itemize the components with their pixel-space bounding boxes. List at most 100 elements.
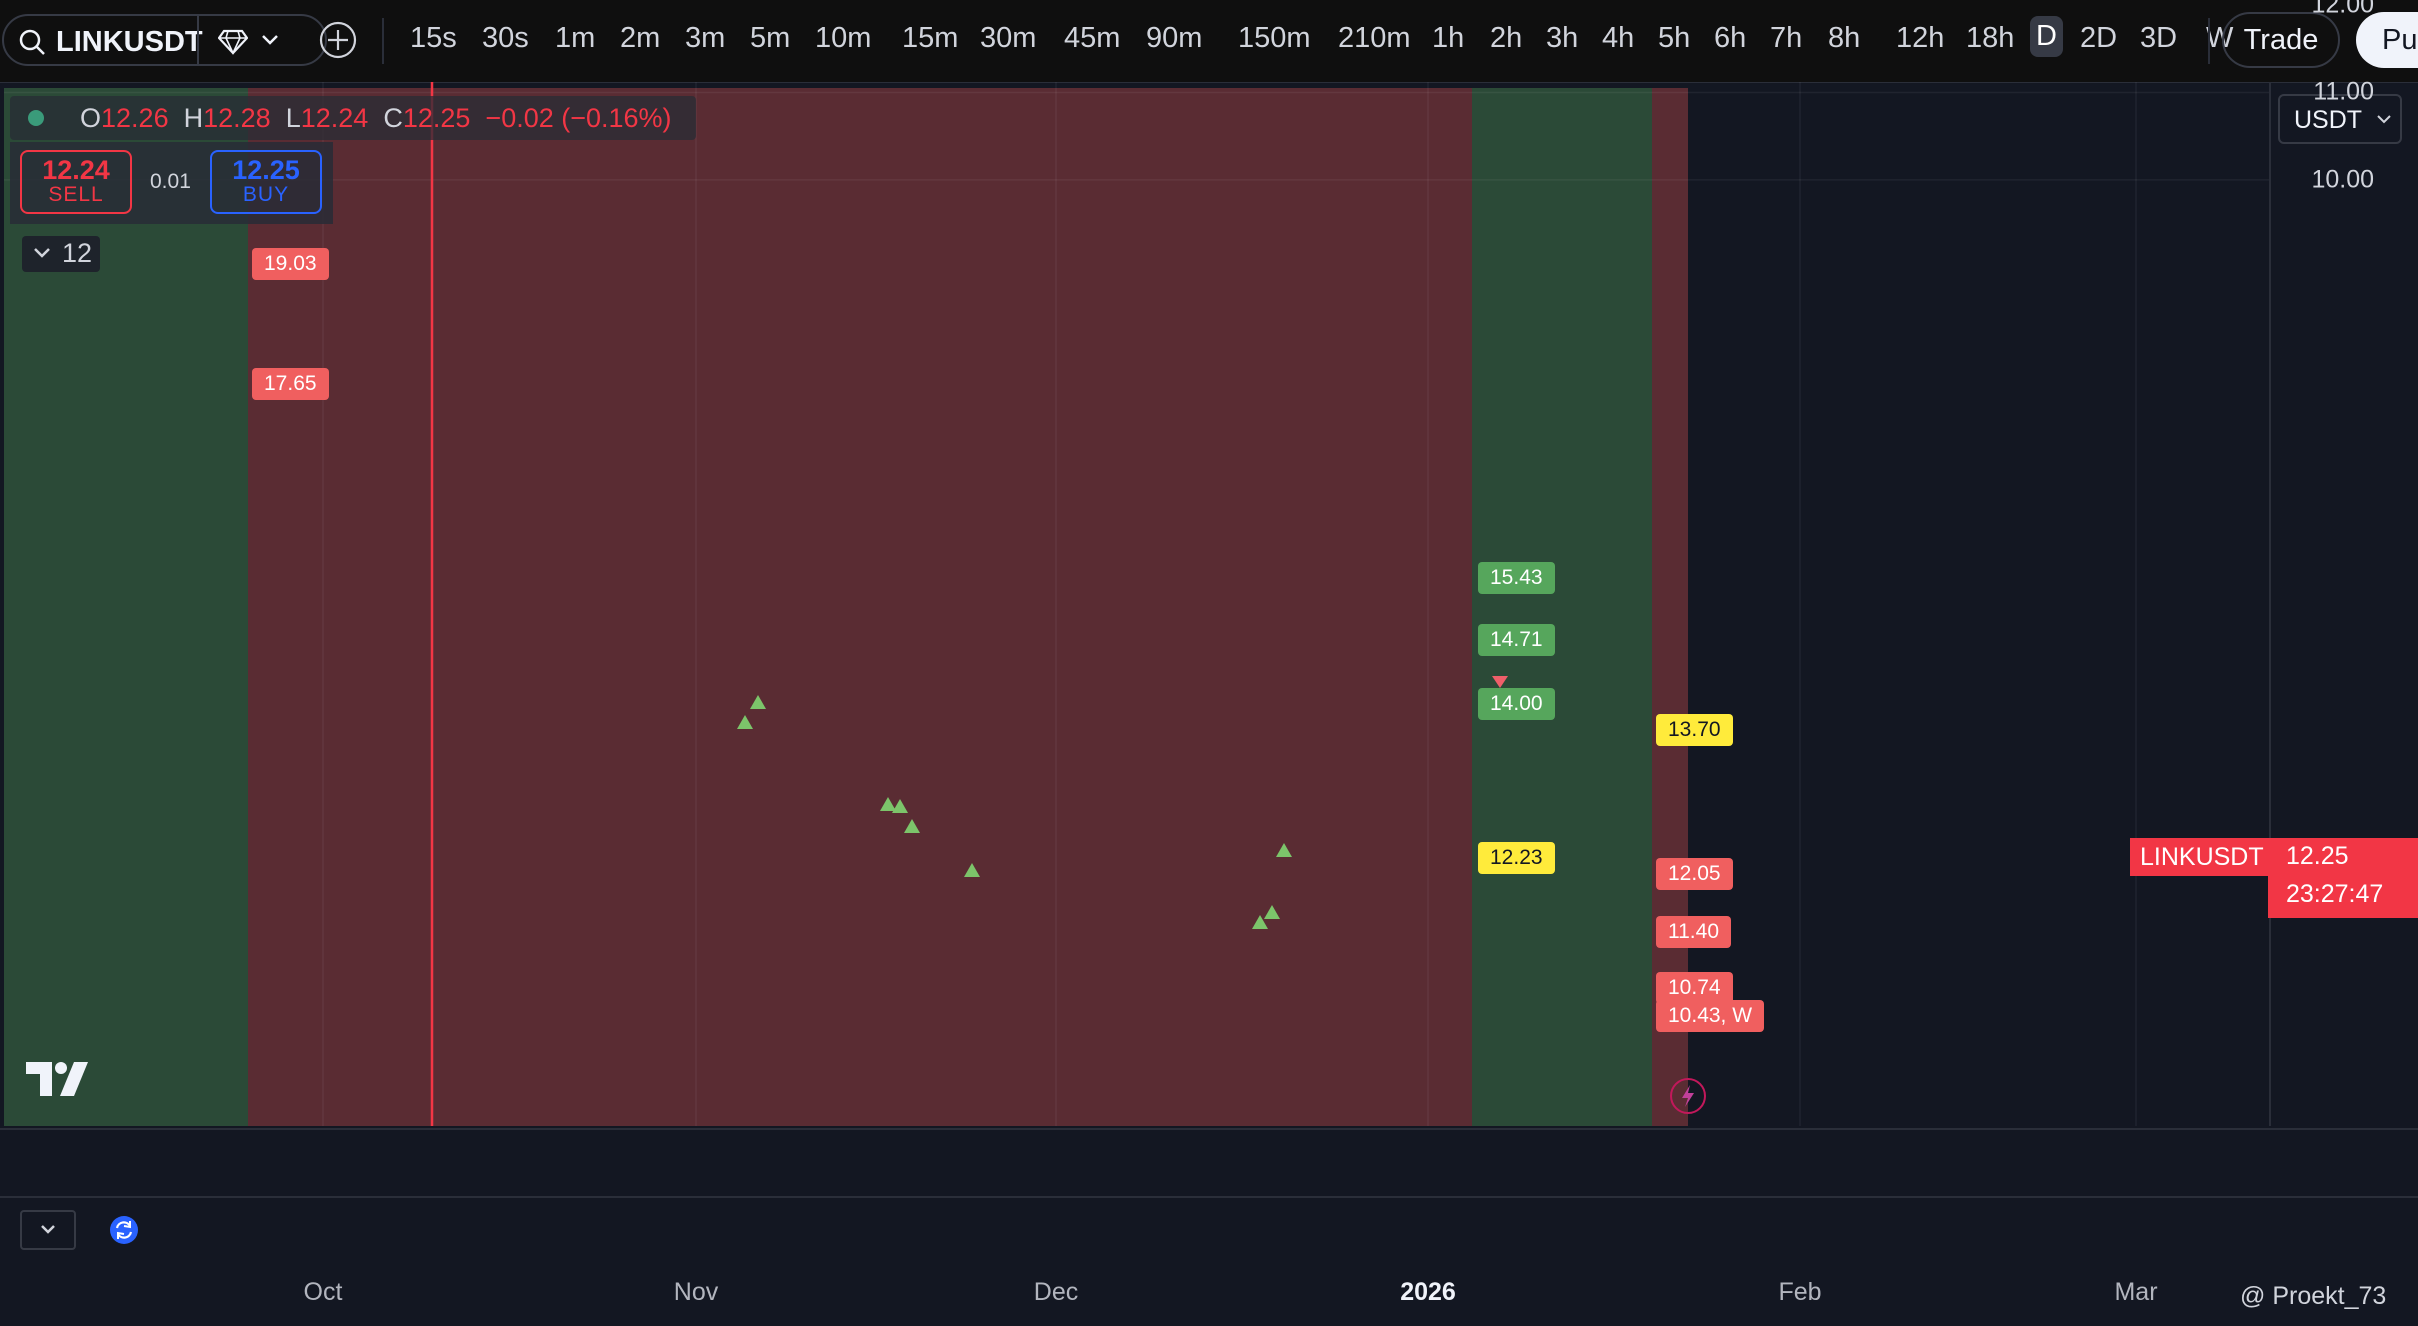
interval-5h[interactable]: 5h [1658, 22, 1691, 54]
open-value: 12.26 [101, 103, 169, 133]
last-price-value: 12.25 [2286, 842, 2349, 870]
indicators-toggle[interactable]: 12 [22, 236, 100, 272]
spread-value: 0.01 [150, 170, 191, 193]
level-tag: 12.23 [1478, 842, 1555, 874]
buy-signal-marker [737, 715, 753, 729]
high-label: H [183, 103, 204, 133]
interval-30s[interactable]: 30s [482, 22, 529, 54]
time-axis-label: Dec [1033, 1278, 1079, 1306]
buy-signal-marker [904, 819, 920, 833]
bottom-panel [0, 1128, 2418, 1198]
interval-18h[interactable]: 18h [1966, 22, 2015, 54]
level-tag: 12.05 [1656, 858, 1733, 890]
currency-value: USDT [2294, 106, 2363, 134]
interval-3d[interactable]: 3D [2140, 22, 2178, 54]
market-status-dot[interactable] [28, 110, 44, 126]
interval-7h[interactable]: 7h [1770, 22, 1803, 54]
sell-label: SELL [48, 183, 104, 206]
chevron-down-icon [34, 248, 50, 258]
level-tag: 15.43 [1478, 562, 1555, 594]
indicator-count: 12 [62, 238, 93, 268]
buy-sell-widget: 12.24 SELL 0.01 12.25 BUY [10, 142, 333, 224]
symbol-search-box[interactable]: LINKUSDT [2, 14, 327, 66]
sell-button[interactable]: 12.24 SELL [20, 150, 132, 214]
author-name: @ Proekt_73 [2240, 1282, 2387, 1310]
low-label: L [285, 103, 301, 133]
change-value: −0.02 (−0.16%) [485, 103, 672, 133]
author-credit: @ Proekt_73 [2240, 1282, 2386, 1311]
interval-15m[interactable]: 15m [902, 22, 959, 54]
tradingview-logo-icon[interactable] [26, 1062, 92, 1098]
interval-4h[interactable]: 4h [1602, 22, 1635, 54]
high-value: 12.28 [203, 103, 271, 133]
level-tag: 14.71 [1478, 624, 1555, 656]
buy-button[interactable]: 12.25 BUY [210, 150, 322, 214]
ohlc-legend: O12.26 H12.28 L12.24 C12.25 −0.02 (−0.16… [10, 96, 696, 140]
price-axis-label: 11.00 [2313, 77, 2374, 106]
bar-countdown: 23:27:47 [2286, 880, 2384, 908]
level-tag: 10.74 [1656, 972, 1733, 1004]
symbol-name[interactable]: LINKUSDT [56, 26, 203, 58]
price-chart[interactable] [0, 82, 2418, 1128]
interval-d[interactable]: D [2030, 16, 2063, 57]
level-tag: 17.65 [252, 368, 329, 400]
interval-8h[interactable]: 8h [1828, 22, 1861, 54]
interval-210m[interactable]: 210m [1338, 22, 1411, 54]
interval-1h[interactable]: 1h [1432, 22, 1465, 54]
interval-2d[interactable]: 2D [2080, 22, 2118, 54]
toolbar-separator [382, 18, 384, 64]
chevron-down-icon [41, 1225, 55, 1234]
trade-button[interactable]: Trade [2222, 12, 2340, 68]
price-axis-label: 10.00 [2311, 165, 2374, 194]
toolbar-separator [2208, 18, 2210, 64]
buy-signal-marker [750, 695, 766, 709]
open-label: O [80, 103, 102, 133]
search-icon [19, 29, 45, 55]
bullish-zone [1472, 88, 1652, 1126]
bearish-zone [1652, 88, 1688, 1126]
buy-price: 12.25 [232, 155, 300, 185]
symbol-divider [197, 14, 199, 66]
buy-label: BUY [242, 183, 290, 206]
top-toolbar: LINKUSDT 15s 30s 1m 2m 3m 5m 10m 15m 30m 45m 90m 15… [0, 0, 2418, 83]
sell-price: 12.24 [42, 155, 110, 185]
chevron-down-icon [2377, 115, 2391, 124]
close-label: C [383, 103, 403, 133]
interval-2m[interactable]: 2m [620, 22, 661, 54]
interval-3h[interactable]: 3h [1546, 22, 1579, 54]
interval-12h[interactable]: 12h [1896, 22, 1945, 54]
interval-45m[interactable]: 45m [1064, 22, 1121, 54]
collapse-panel-button[interactable] [20, 1210, 76, 1250]
diamond-icon[interactable] [218, 29, 248, 55]
sell-signal-marker [1492, 676, 1508, 688]
lightning-bolt-icon[interactable] [1670, 1078, 1706, 1114]
add-symbol-plus-icon[interactable] [318, 20, 358, 60]
interval-1m[interactable]: 1m [555, 22, 596, 54]
interval-3m[interactable]: 3m [685, 22, 726, 54]
publish-button[interactable]: Pu [2356, 12, 2418, 68]
interval-2h[interactable]: 2h [1490, 22, 1523, 54]
time-axis-label: Nov [673, 1278, 719, 1306]
time-axis-label: 2026 [1400, 1278, 1456, 1306]
currency-select[interactable]: USDT [2278, 94, 2402, 144]
interval-150m[interactable]: 150m [1238, 22, 1311, 54]
time-axis-label: Oct [303, 1278, 343, 1306]
level-tag: 19.03 [252, 248, 329, 280]
interval-5m[interactable]: 5m [750, 22, 791, 54]
sync-icon[interactable] [108, 1214, 140, 1246]
level-tag: 11.40 [1656, 916, 1731, 948]
buy-signal-marker [892, 799, 908, 813]
chevron-down-icon[interactable] [260, 32, 280, 48]
level-tag: 14.00 [1478, 688, 1555, 720]
last-price-tag: 12.25 23:27:47 [2268, 838, 2418, 918]
interval-15s[interactable]: 15s [410, 22, 457, 54]
bearish-zone [248, 88, 1472, 1126]
interval-10m[interactable]: 10m [815, 22, 872, 54]
interval-90m[interactable]: 90m [1146, 22, 1203, 54]
close-value: 12.25 [402, 103, 471, 133]
price-axis-label: 12.00 [2311, 0, 2374, 19]
interval-6h[interactable]: 6h [1714, 22, 1747, 54]
level-tag: 13.70 [1656, 714, 1733, 746]
interval-30m[interactable]: 30m [980, 22, 1037, 54]
buy-signal-marker [964, 863, 980, 877]
